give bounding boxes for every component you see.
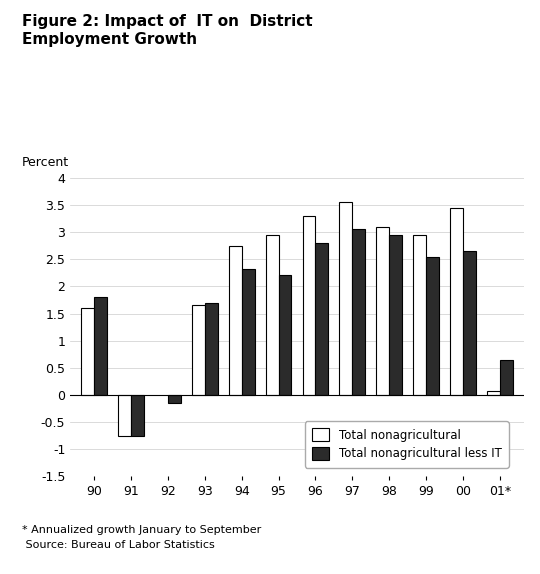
Bar	[279, 274, 292, 395]
Bar	[352, 230, 365, 395]
Bar	[389, 235, 402, 395]
Bar	[500, 360, 513, 395]
Bar	[94, 297, 107, 395]
Legend: Total nonagricultural, Total nonagricultural less IT: Total nonagricultural, Total nonagricult…	[305, 421, 509, 468]
Bar	[205, 302, 218, 395]
Bar	[118, 395, 131, 436]
Bar	[426, 257, 439, 395]
Bar	[487, 391, 500, 395]
Bar	[131, 395, 144, 436]
Bar	[168, 395, 181, 403]
Bar	[229, 246, 242, 395]
Bar	[242, 269, 254, 395]
Bar	[463, 251, 476, 395]
Text: Percent: Percent	[22, 156, 69, 169]
Bar	[302, 216, 315, 395]
Bar	[413, 235, 426, 395]
Bar	[266, 235, 279, 395]
Bar	[340, 203, 352, 395]
Text: * Annualized growth January to September: * Annualized growth January to September	[22, 525, 261, 535]
Bar	[192, 305, 205, 395]
Bar	[450, 208, 463, 395]
Text: Figure 2: Impact of  IT on  District: Figure 2: Impact of IT on District	[22, 14, 312, 29]
Bar	[315, 243, 328, 395]
Bar	[81, 308, 94, 395]
Bar	[376, 227, 389, 395]
Text: Employment Growth: Employment Growth	[22, 32, 197, 46]
Text: Source: Bureau of Labor Statistics: Source: Bureau of Labor Statistics	[22, 540, 214, 549]
